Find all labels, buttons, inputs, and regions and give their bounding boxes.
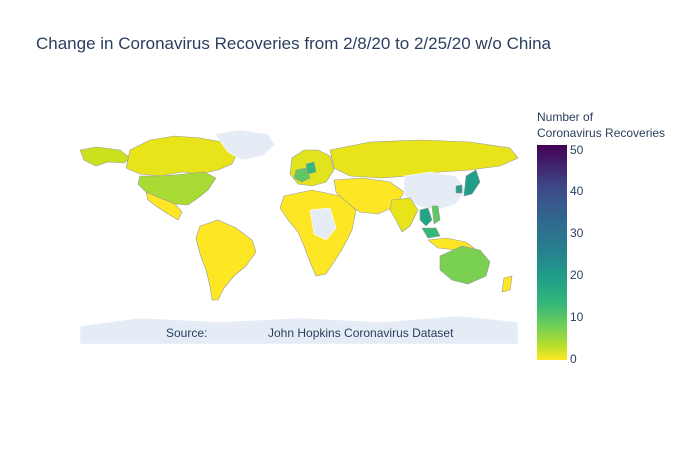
- colorbar-tick: 0: [570, 352, 577, 366]
- colorbar-tick: 30: [570, 226, 584, 240]
- map-region-france[interactable]: [293, 167, 311, 183]
- map-region-germany[interactable]: [305, 161, 317, 175]
- map-region-thailand[interactable]: [419, 207, 433, 227]
- map-region-south-america[interactable]: [195, 219, 257, 301]
- map-region-antarctica[interactable]: [79, 315, 519, 345]
- map-region-malaysia[interactable]: [421, 227, 441, 239]
- colorbar-tick: 40: [570, 184, 584, 198]
- map-region-canada[interactable]: [125, 135, 239, 177]
- colorbar-tick: 20: [570, 268, 584, 282]
- chart-title: Change in Coronavirus Recoveries from 2/…: [36, 34, 552, 53]
- map-region-japan[interactable]: [463, 169, 481, 197]
- colorbar: [537, 145, 567, 360]
- map-region-alaska[interactable]: [79, 146, 131, 167]
- map-region-vietnam[interactable]: [431, 205, 441, 225]
- source-label: Source:: [166, 326, 208, 340]
- map-region-greenland[interactable]: [214, 129, 276, 161]
- colorbar-tick: 50: [570, 143, 584, 157]
- map-region-south-korea[interactable]: [455, 184, 463, 194]
- map-region-russia[interactable]: [329, 139, 519, 179]
- map-region-india[interactable]: [389, 197, 419, 233]
- map-region-new-zealand[interactable]: [501, 275, 513, 293]
- colorbar-title-line2: Coronavirus Recoveries: [537, 126, 666, 140]
- map-region-mexico[interactable]: [145, 191, 183, 221]
- colorbar-title-line1: Number of: [537, 110, 594, 124]
- colorbar-tick: 10: [570, 310, 584, 324]
- map-region-australia[interactable]: [439, 245, 491, 285]
- source-text: John Hopkins Coronavirus Dataset: [268, 326, 454, 340]
- map-region-central-africa[interactable]: [309, 207, 337, 241]
